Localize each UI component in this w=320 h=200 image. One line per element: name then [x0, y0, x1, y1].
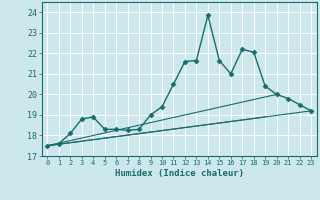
X-axis label: Humidex (Indice chaleur): Humidex (Indice chaleur) — [115, 169, 244, 178]
